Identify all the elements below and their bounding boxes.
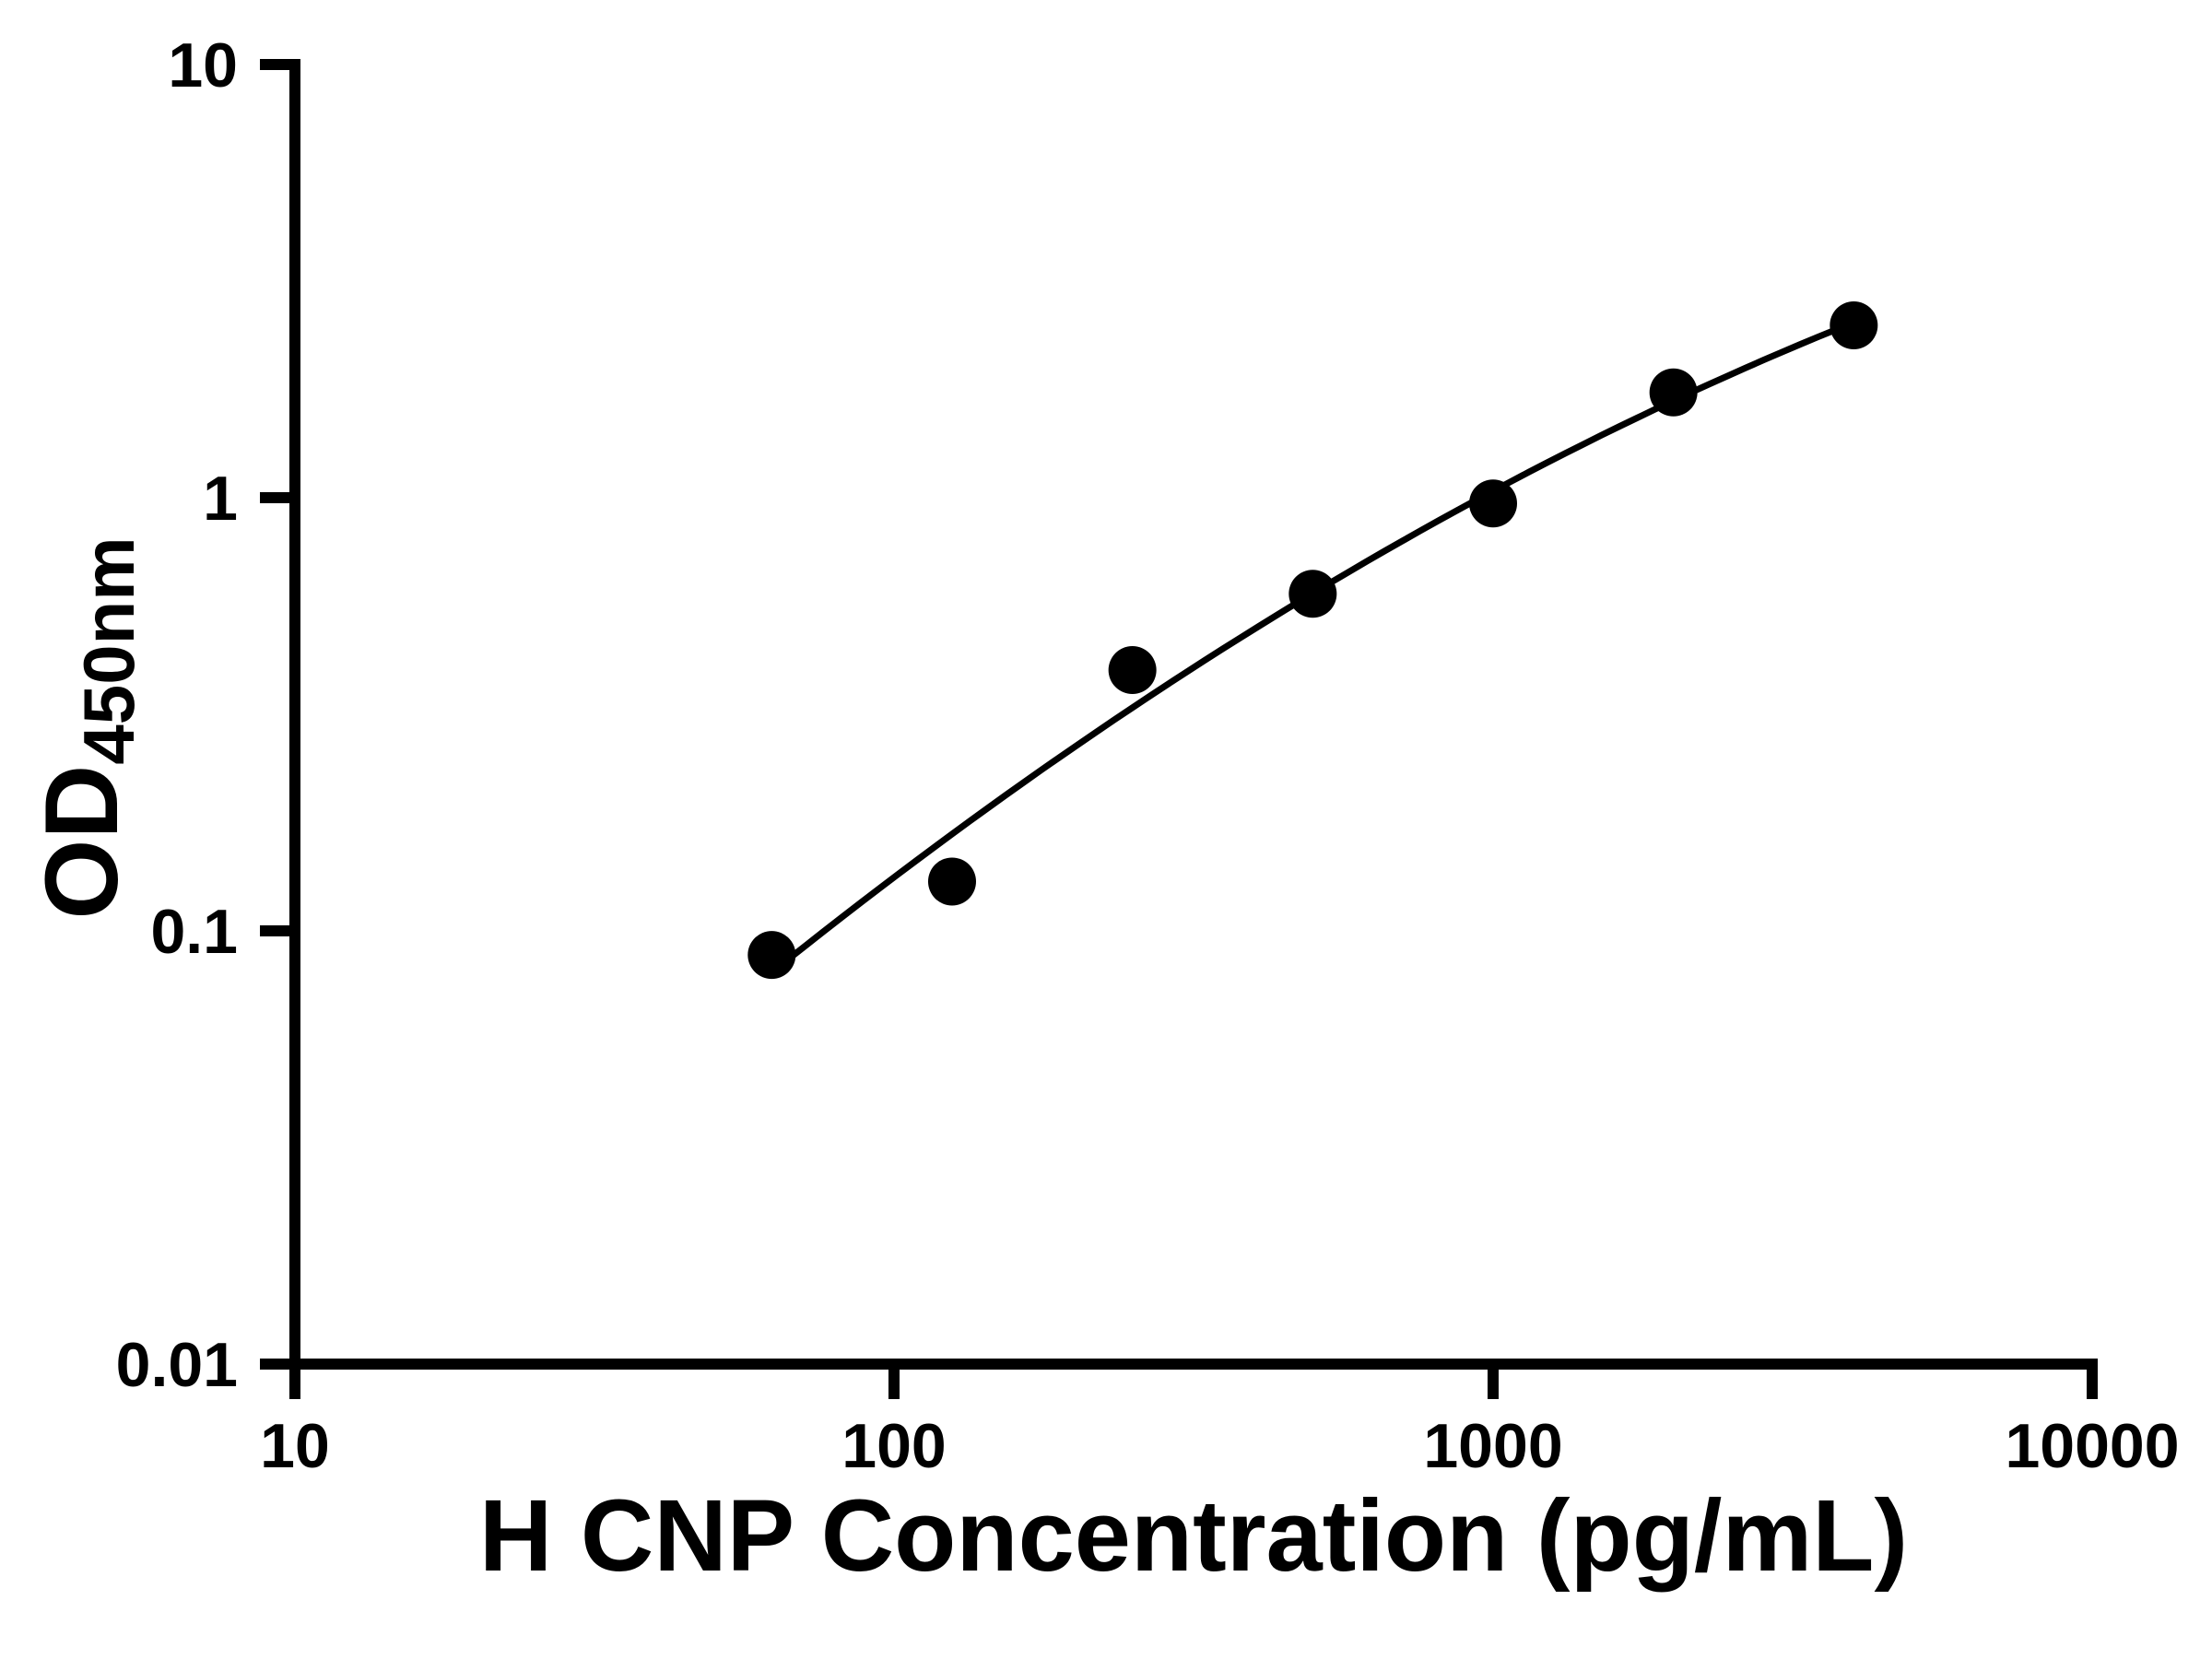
axes bbox=[289, 59, 2098, 1370]
data-point bbox=[747, 931, 796, 980]
data-point bbox=[1830, 300, 1878, 349]
y-axis-title-text: OD bbox=[24, 764, 139, 920]
x-axis-title: H CNP Concentration (pg/mL) bbox=[478, 1479, 1909, 1593]
data-point bbox=[1469, 479, 1517, 528]
y-axis-tick-label: 1 bbox=[203, 464, 238, 534]
x-axis-tick-label: 10 bbox=[260, 1411, 330, 1481]
x-axis-tick-label: 100 bbox=[841, 1411, 946, 1481]
y-axis-tick-label: 10 bbox=[168, 30, 238, 100]
data-point bbox=[927, 857, 976, 906]
data-point bbox=[1649, 368, 1698, 417]
data-point bbox=[1108, 646, 1157, 695]
data-point bbox=[1288, 570, 1337, 618]
x-axis-tick-label: 10000 bbox=[2005, 1411, 2179, 1481]
y-axis-tick-label: 0.1 bbox=[150, 897, 238, 967]
y-axis-tick-label: 0.01 bbox=[116, 1330, 238, 1400]
y-axis-title-subscript: 450nm bbox=[68, 536, 149, 765]
y-axis-title: OD450nm bbox=[24, 536, 149, 919]
x-axis-tick-label: 1000 bbox=[1423, 1411, 1562, 1481]
